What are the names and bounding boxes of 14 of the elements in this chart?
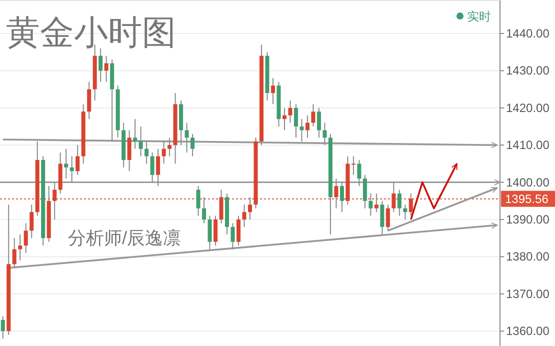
y-tick-label: 1360.00 (506, 324, 550, 338)
chart-title: 黄金小时图 (6, 13, 176, 53)
y-tick-label: 1370.00 (506, 286, 550, 301)
y-tick-label: 1420.00 (506, 100, 550, 115)
y-tick-label: 1390.00 (506, 212, 550, 227)
legend-label: 实时 (467, 10, 491, 24)
y-tick-label: 1410.00 (506, 138, 550, 152)
y-tick-label: 1440.00 (506, 26, 550, 40)
y-tick-label: 1400.00 (506, 175, 550, 190)
y-tick-label: 1380.00 (506, 250, 550, 264)
annotation: 分析师/辰逸凛 (68, 228, 182, 248)
y-tick-label: 1430.00 (506, 64, 550, 78)
ref-line-label: 1395.56 (505, 192, 549, 206)
legend: 实时 (456, 10, 491, 24)
